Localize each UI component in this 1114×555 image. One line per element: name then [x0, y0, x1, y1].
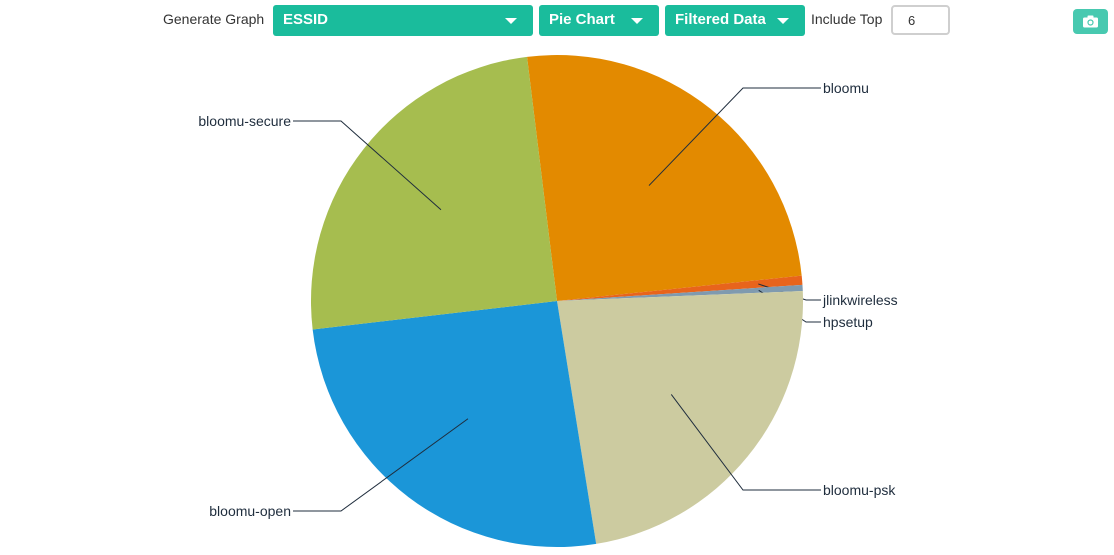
camera-icon: [1083, 15, 1098, 28]
slice-label-bloomu-psk: bloomu-psk: [823, 482, 896, 498]
field-select-value: ESSID: [283, 11, 329, 28]
generate-graph-label: Generate Graph: [163, 11, 265, 27]
field-select[interactable]: ESSID: [273, 5, 533, 36]
pie-slice-jlinkwireless[interactable]: [557, 275, 803, 301]
leader-line-bloomu-secure: [293, 120, 442, 211]
chart-toolbar: Generate Graph ESSID Pie Chart Filtered …: [0, 0, 1114, 40]
include-top-label: Include Top: [811, 11, 883, 27]
slice-label-bloomu-secure: bloomu-secure: [198, 113, 291, 129]
data-source-select-value: Filtered Data: [675, 11, 766, 28]
include-top-input[interactable]: [891, 5, 950, 35]
leader-line-bloomu-psk: [670, 394, 821, 491]
chevron-down-icon: [505, 18, 517, 24]
chevron-down-icon: [777, 18, 789, 24]
data-source-select[interactable]: Filtered Data: [665, 5, 805, 36]
chevron-down-icon: [631, 18, 643, 24]
chart-type-select-value: Pie Chart: [549, 11, 615, 28]
pie-slice-bloomu-psk[interactable]: [557, 291, 803, 544]
pie-slice-bloomu-secure[interactable]: [311, 56, 557, 330]
leader-line-bloomu-open: [293, 418, 469, 512]
screenshot-button[interactable]: [1073, 9, 1108, 34]
slice-label-bloomu-open: bloomu-open: [209, 503, 291, 519]
slice-label-bloomu: bloomu: [823, 80, 869, 96]
chart-type-select[interactable]: Pie Chart: [539, 5, 659, 36]
pie-slice-bloomu[interactable]: [527, 55, 802, 302]
pie-slice-bloomu-open[interactable]: [312, 301, 597, 547]
leader-line-bloomu: [648, 87, 821, 186]
slice-label-jlinkwireless: jlinkwireless: [822, 292, 898, 308]
slice-label-hpsetup: hpsetup: [823, 314, 873, 330]
pie-slice-hpsetup[interactable]: [557, 284, 803, 301]
